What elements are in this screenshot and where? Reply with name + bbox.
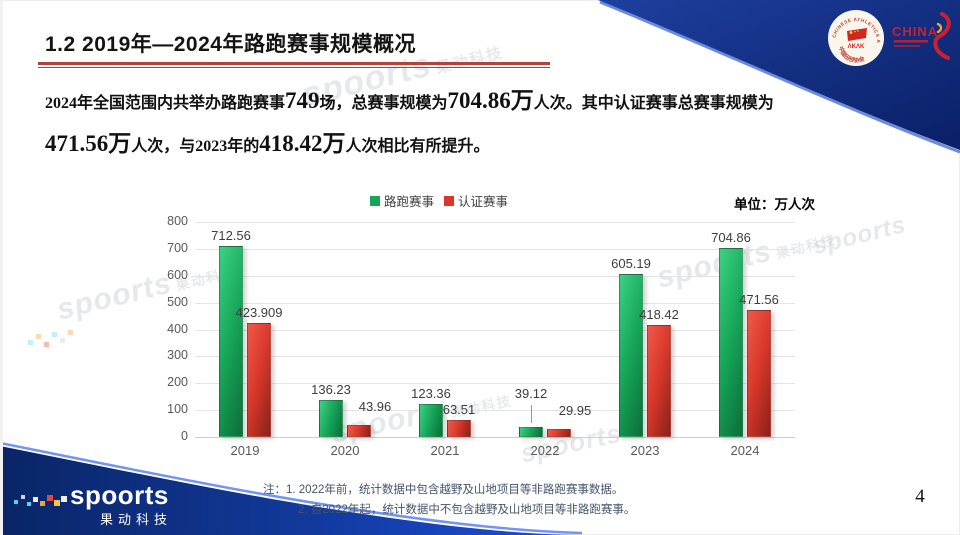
bar-2024-red (747, 310, 771, 437)
underline-top-line (38, 62, 550, 65)
y-axis-tick: 800 (167, 214, 188, 228)
brand-name: spoorts (70, 480, 169, 510)
china-logo-text: CHINA (892, 24, 938, 39)
bar-value-label: 704.86 (711, 229, 751, 245)
legend-label: 路跑赛事 (384, 195, 435, 209)
bar-value-label: 712.56 (211, 227, 251, 243)
body-number: 749 (285, 88, 320, 113)
body-number: 471.56万 (45, 131, 132, 156)
body-number: 418.42万 (259, 131, 346, 156)
legend-item-certified-races: 认证赛事 (444, 191, 508, 210)
gridline (195, 383, 795, 385)
y-axis-tick: 400 (167, 321, 188, 336)
svg-text:ΛKΛK: ΛKΛK (848, 44, 865, 50)
runner-ribbon (933, 12, 951, 60)
legend-swatch-green (370, 195, 380, 206)
body-text-segment: 2024年全国范围内共举办路跑赛事 (45, 95, 286, 112)
gridline (195, 275, 795, 277)
gridline (195, 248, 795, 250)
brand-subtitle: 果动科技 (100, 512, 173, 527)
brand-pixel-dots (14, 495, 67, 506)
summary-line-2: 471.56万人次，与2023年的418.42万人次相比有所提升。 (45, 129, 875, 162)
body-number: 704.86万 (447, 88, 534, 113)
legend-label: 认证赛事 (458, 195, 509, 209)
slide-edge (0, 0, 3, 535)
body-text-segment: 场，总赛事规模为 (319, 95, 448, 112)
bar-2019-red (247, 323, 271, 437)
bar-2020-red (347, 425, 371, 437)
bar-value-label: 63.51 (442, 401, 476, 417)
y-axis-tick: 700 (167, 240, 188, 255)
label-leader-line (531, 404, 532, 423)
bar-value-label: 136.23 (311, 382, 351, 398)
y-axis-tick: 300 (167, 348, 188, 363)
gridline (195, 329, 795, 331)
body-text-segment: 人次，与2023年的 (131, 138, 260, 155)
chart-legend: 路跑赛事 认证赛事 (370, 191, 508, 210)
unit-label: 单位：万人次 (734, 197, 815, 212)
bar-2024-green (719, 247, 743, 437)
bar-value-label: 605.19 (611, 256, 651, 272)
footnotes: 注：1. 2022年前，统计数据中包含越野及山地项目等非路跑赛事数据。 2. 自… (263, 480, 635, 520)
caa-flag-emblem (847, 28, 867, 41)
bar-value-label: 39.12 (514, 385, 548, 401)
bar-chart: 路跑赛事 认证赛事 单位：万人次 0 100 200 300 400 500 600 700 8… (158, 190, 823, 475)
gridline (195, 437, 795, 438)
chart-y-axis: 0 100 200 300 400 500 600 700 800 (158, 214, 188, 443)
gridline (195, 356, 795, 358)
y-axis-tick: 500 (167, 294, 188, 309)
bar-value-label: 29.95 (558, 402, 592, 418)
watermark-text: spoorts (810, 210, 909, 261)
x-axis-tick: 2020 (330, 443, 360, 458)
x-axis-tick: 2021 (430, 443, 460, 458)
title-underline (38, 62, 550, 68)
body-text-segment: 人次相比有所提升。 (345, 138, 490, 155)
x-axis-tick: 2019 (230, 443, 260, 458)
bar-value-label: 123.36 (411, 385, 451, 401)
bar-2023-green (619, 274, 643, 437)
gridline (195, 302, 795, 304)
gridline (195, 222, 795, 223)
footnote-2: 2. 自2022年起，统计数据中不包含越野及山地项目等非路跑赛事。 (298, 504, 636, 516)
legend-swatch-red (444, 195, 455, 206)
watermark-subtext: 果动科技 (434, 44, 506, 78)
footnote-1: 注：1. 2022年前，统计数据中包含越野及山地项目等非路跑赛事数据。 (263, 484, 624, 496)
bar-value-label: 418.42 (639, 306, 679, 322)
y-axis-tick: 0 (181, 429, 188, 443)
chinese-athletics-association-logo: CHINESE ATHLETICS ASSOCIATION ΛKΛK 中国田径协… (825, 5, 885, 67)
bar-2022-red (547, 428, 571, 437)
bar-2022-green (519, 426, 543, 437)
watermark-text: spoorts (53, 266, 176, 327)
china-marathon-logo: CHINA (892, 8, 958, 66)
summary-line-1: 2024年全国范围内共举办路跑赛事749场，总赛事规模为704.86万人次。其中… (45, 86, 875, 119)
watermark-dots (28, 330, 73, 347)
bar-2020-green (319, 400, 343, 437)
bar-value-label: 43.96 (358, 399, 392, 415)
y-axis-tick: 100 (167, 402, 188, 417)
legend-item-road-races: 路跑赛事 (370, 191, 434, 210)
x-axis-tick: 2023 (630, 443, 660, 458)
bar-value-label: 423.909 (235, 305, 283, 321)
watermark: spoorts (810, 211, 909, 261)
page-title: 1.2 2019年—2024年路跑赛事规模概况 (45, 33, 416, 56)
page-number: 4 (915, 486, 925, 507)
bar-value-label: 471.56 (739, 292, 779, 308)
bar-2019-green (219, 245, 243, 437)
x-axis-tick: 2022 (530, 443, 560, 458)
y-axis-tick: 600 (167, 267, 188, 282)
bar-2023-red (647, 324, 671, 437)
body-text-segment: 人次。其中认证赛事总赛事规模为 (533, 95, 774, 112)
gridline (195, 410, 795, 412)
x-axis-tick: 2024 (730, 443, 760, 458)
chart-x-axis: 2019 2020 2021 2022 2023 2024 (195, 443, 795, 463)
bar-2021-red (447, 419, 471, 437)
chart-plot: 712.56 423.909 136.23 43.96 123.36 63.51 39.12… (195, 222, 795, 438)
bar-2021-green (419, 403, 443, 437)
summary-paragraph: 2024年全国范围内共举办路跑赛事749场，总赛事规模为704.86万人次。其中… (45, 86, 875, 162)
y-axis-tick: 200 (167, 375, 188, 390)
footer-brand-logo: spoorts 果动科技 (12, 478, 192, 530)
underline-bottom-line (38, 66, 550, 68)
